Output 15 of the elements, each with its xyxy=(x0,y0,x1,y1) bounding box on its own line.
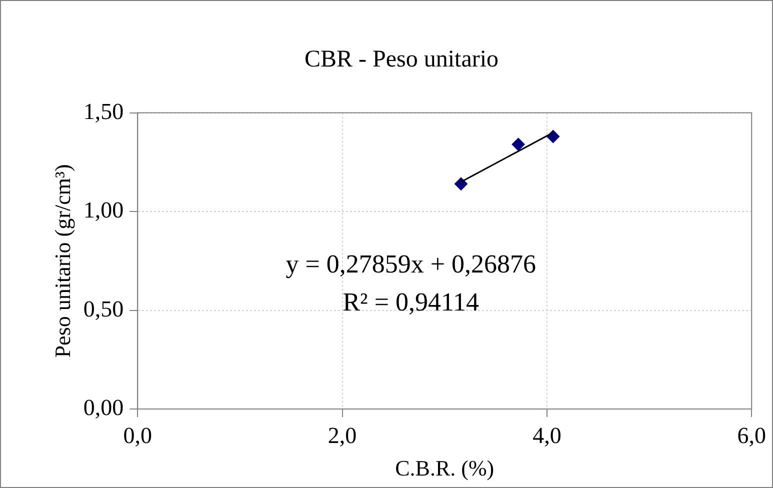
x-tick-label: 4,0 xyxy=(532,422,562,448)
x-tick-label: 0,0 xyxy=(123,422,152,448)
x-tick-label: 6,0 xyxy=(737,422,766,448)
y-tick-label: 1,00 xyxy=(83,198,124,223)
point xyxy=(512,138,525,151)
annotation: y = 0,27859x + 0,26876 xyxy=(286,249,536,278)
point xyxy=(454,177,468,190)
annotation: R² = 0,94114 xyxy=(342,287,480,316)
x-tick-label: 2,0 xyxy=(328,422,357,448)
x-axis-title: C.B.R. (%) xyxy=(395,456,494,481)
chart-title: CBR - Peso unitario xyxy=(304,46,499,73)
y-tick-label: 1,50 xyxy=(83,98,124,124)
y-axis-title: Peso unitario (gr/cm³) xyxy=(50,164,75,358)
y-tick-label: 0,50 xyxy=(83,296,124,322)
y-tick-label: 0,00 xyxy=(83,395,124,420)
